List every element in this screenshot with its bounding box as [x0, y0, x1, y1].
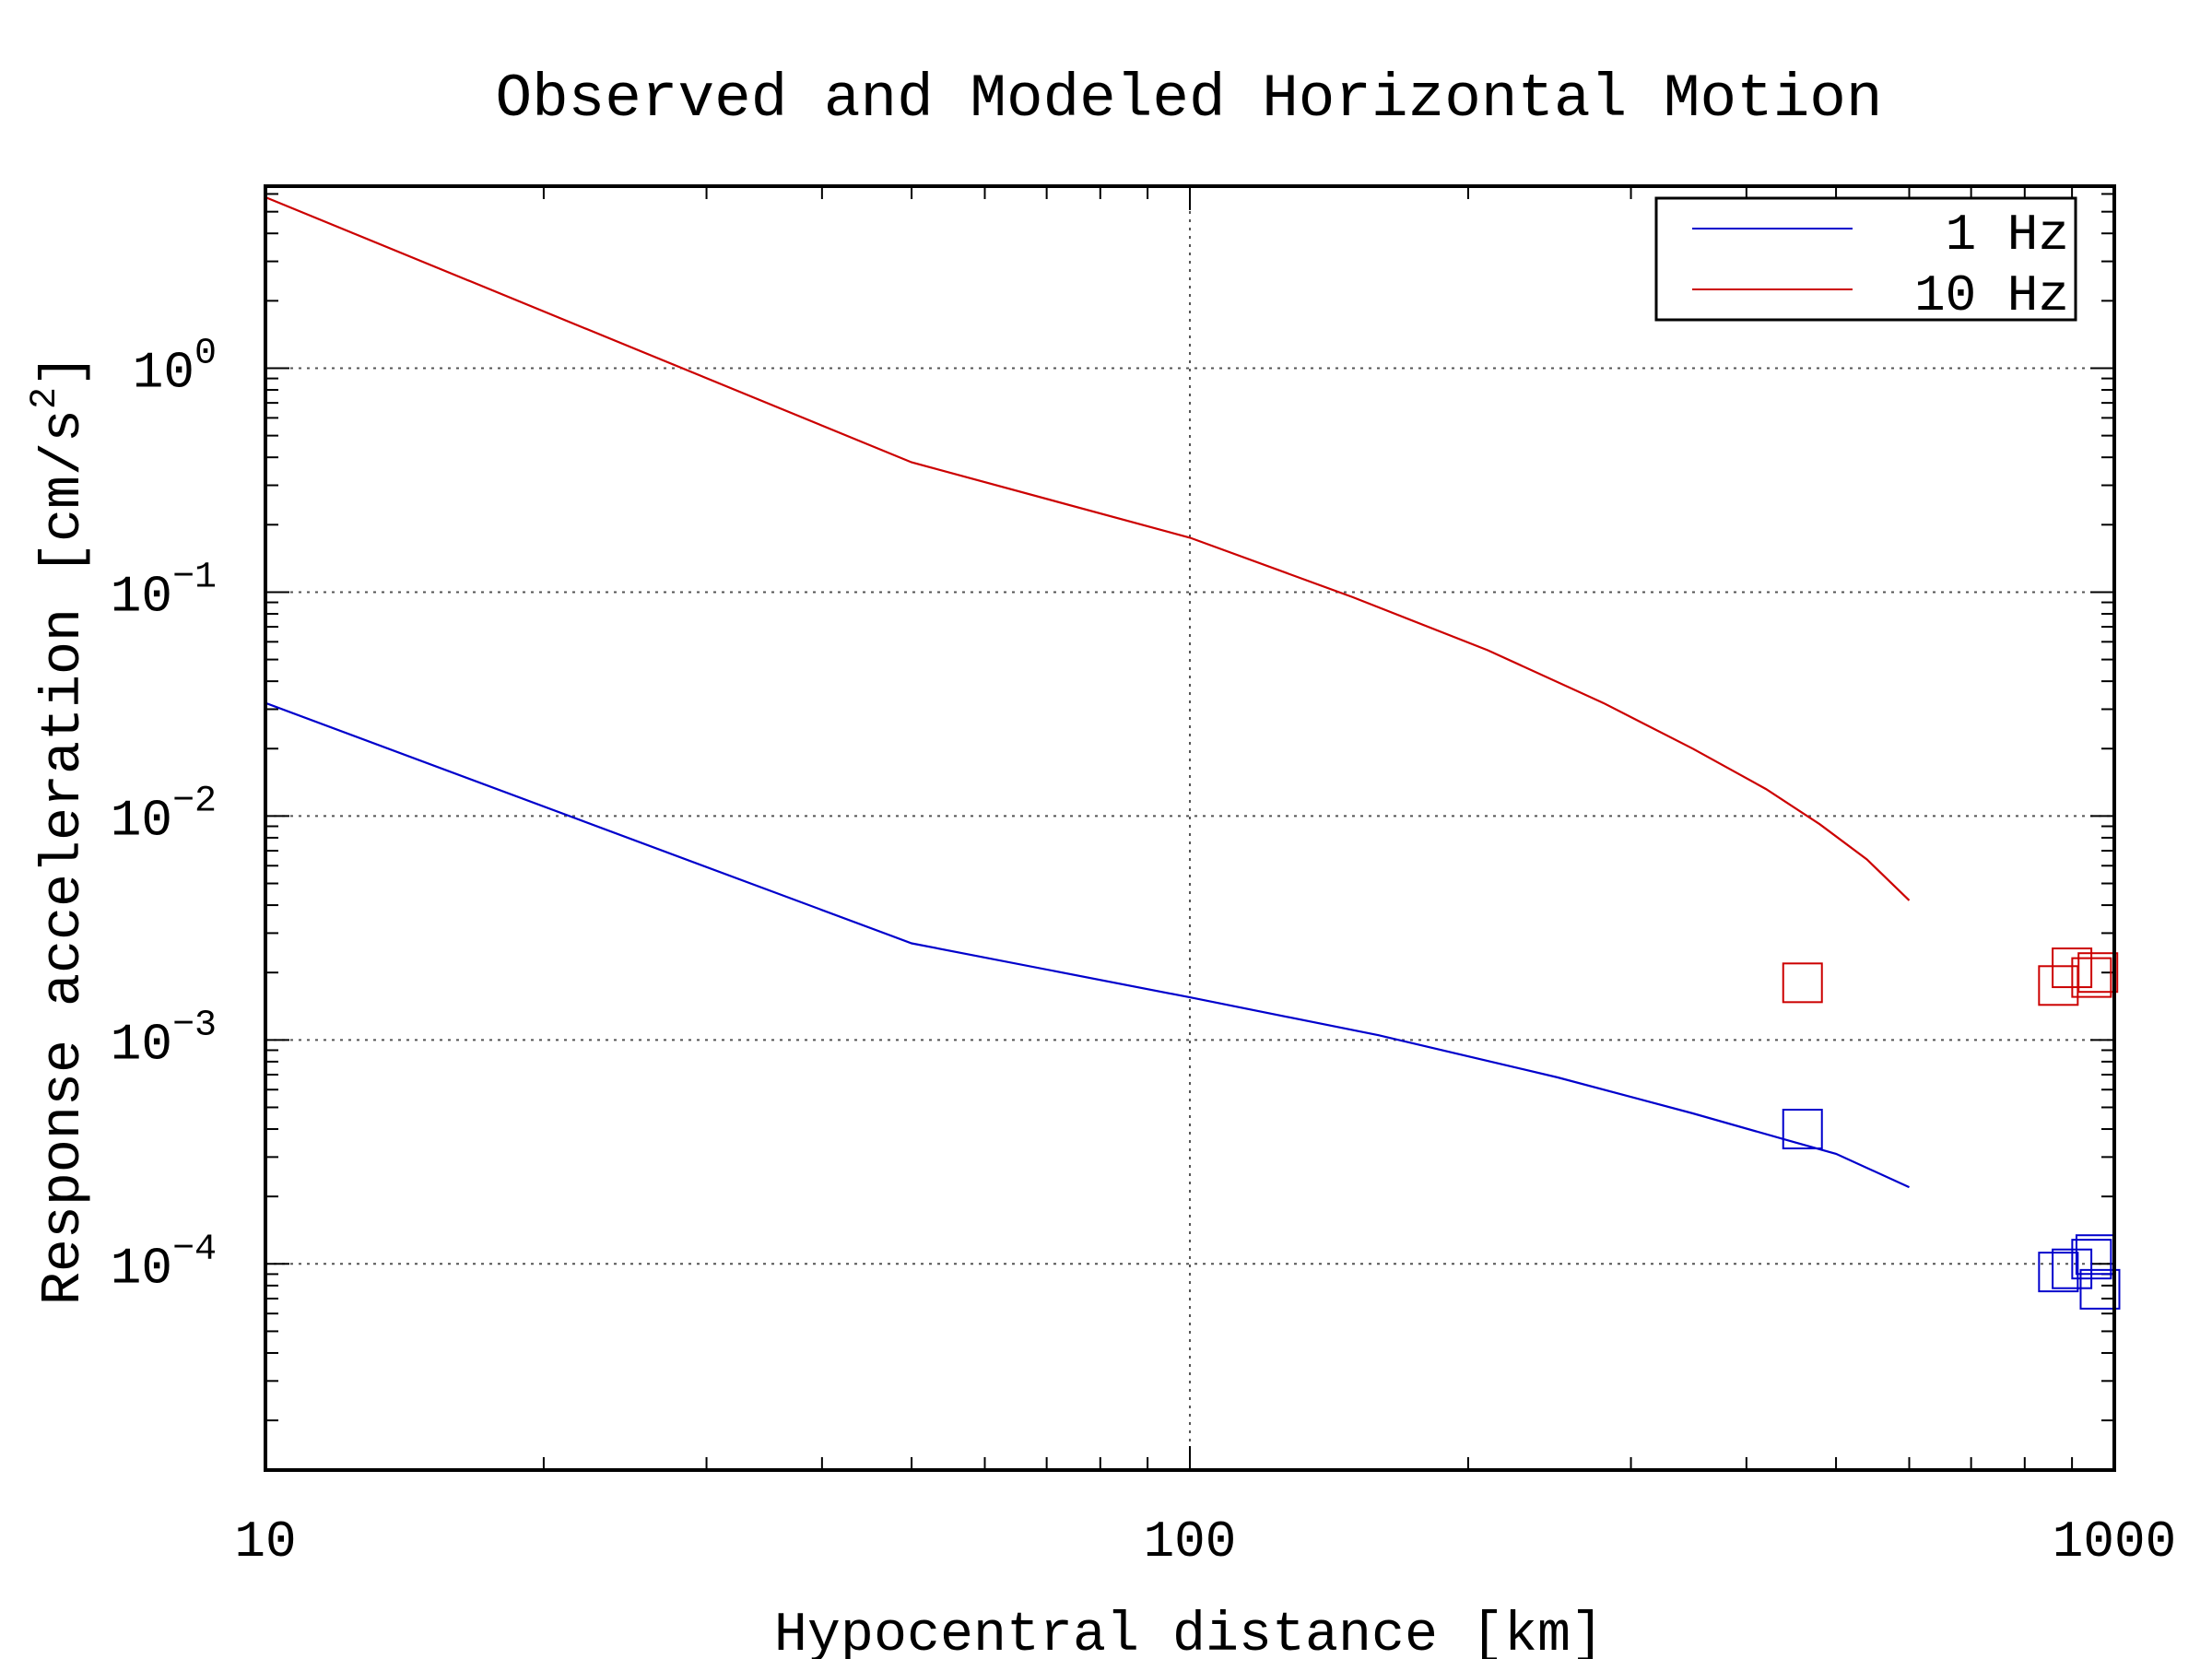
series-line-10hz [265, 195, 1911, 901]
axis-ticks [265, 186, 2114, 1470]
y-axis-label: Response acceleration [cm/s2] [25, 354, 96, 1305]
y-tick-exponent-2: −2 [172, 781, 217, 822]
x-tick-labels: 10 100 1000 [234, 1512, 2176, 1571]
observed-point-10hz-3 [2071, 957, 2112, 998]
legend: 1 Hz 10 Hz [1654, 196, 2077, 325]
y-tick-exponent-4: −4 [172, 1229, 217, 1270]
x-tick-label-1: 100 [1144, 1512, 1237, 1571]
y-tick-base-0: 10 [133, 343, 194, 402]
y-axis-label-exponent: 2 [25, 387, 66, 409]
grid-lines [265, 186, 2114, 1470]
plot-frame [264, 184, 2116, 1472]
y-axis-label-main: Response acceleration [cm/s [33, 409, 96, 1305]
y-tick-label-3: 10−3 [111, 1005, 217, 1074]
y-tick-base-4: 10 [111, 1239, 172, 1298]
y-tick-base-3: 10 [111, 1015, 172, 1074]
observed-point-1hz-4 [2075, 1234, 2116, 1276]
observed-markers [1782, 947, 2121, 1310]
legend-label-10hz: 10 Hz [1914, 266, 2069, 325]
y-tick-base-1: 10 [111, 567, 172, 626]
legend-box [1654, 196, 2077, 322]
y-tick-exponent-3: −3 [172, 1005, 217, 1046]
series-lines [265, 195, 1911, 1189]
legend-label-1hz: 1 Hz [1946, 206, 2069, 265]
y-tick-exponent-1: −1 [172, 557, 217, 598]
y-tick-exponent-0: 0 [194, 333, 217, 374]
y-tick-label-0: 100 [133, 333, 217, 402]
y-tick-label-1: 10−1 [111, 557, 217, 626]
x-axis-label: Hypocentral distance [km] [774, 1605, 1604, 1659]
x-tick-label-2: 1000 [2053, 1512, 2176, 1571]
y-tick-base-2: 10 [111, 791, 172, 850]
y-tick-label-4: 10−4 [111, 1229, 217, 1298]
observed-point-1hz-0 [1782, 1109, 1823, 1150]
observed-point-10hz-4 [2077, 952, 2119, 994]
observed-point-10hz-0 [1782, 962, 1823, 1004]
observed-point-1hz-3 [2071, 1239, 2112, 1280]
y-axis-label-tail: ] [33, 354, 96, 387]
y-tick-label-2: 10−2 [111, 781, 217, 850]
series-line-1hz [265, 701, 1910, 1189]
observed-point-1hz-1 [2038, 1252, 2079, 1293]
chart-title: Observed and Modeled Horizontal Motion [495, 65, 1882, 134]
observed-point-1hz-5 [2079, 1268, 2121, 1310]
x-tick-label-0: 10 [234, 1512, 296, 1571]
